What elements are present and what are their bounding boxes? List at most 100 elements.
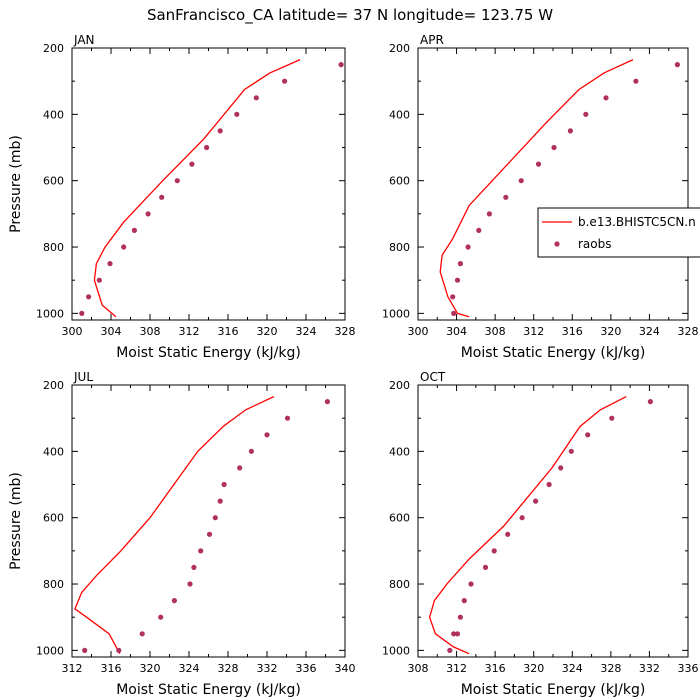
y-tick-label: 200 xyxy=(389,379,410,392)
raobs-point xyxy=(212,515,218,521)
series-line-model xyxy=(74,396,275,655)
raobs-point xyxy=(647,399,654,405)
y-tick-label: 200 xyxy=(43,379,64,392)
x-axis-title: Moist Static Energy (kJ/kg) xyxy=(461,682,646,698)
x-tick-label: 328 xyxy=(678,325,699,338)
panel-jul: JUL 312 316 320 324 328 332 336 340 200 400 600 800 1… xyxy=(8,370,356,698)
y-tick-label: 1000 xyxy=(36,307,64,320)
raobs-point xyxy=(505,531,511,537)
raobs-point xyxy=(491,548,497,554)
x-tick-label: 304 xyxy=(101,325,122,338)
raobs-point xyxy=(145,211,151,217)
x-tick-label: 304 xyxy=(446,325,467,338)
x-tick-label: 336 xyxy=(296,662,317,675)
x-tick-label: 332 xyxy=(257,662,278,675)
y-tick-label: 600 xyxy=(389,175,410,188)
legend-label-raobs: raobs xyxy=(578,237,612,251)
raobs-point xyxy=(486,211,492,217)
raobs-point xyxy=(116,647,122,654)
raobs-point xyxy=(206,531,213,537)
x-tick-label: 320 xyxy=(140,662,161,675)
raobs-point xyxy=(503,194,509,200)
plot-frame xyxy=(71,47,346,321)
raobs-point xyxy=(131,227,137,233)
raobs-point xyxy=(451,631,457,637)
raobs-point xyxy=(583,111,589,117)
legend: b.e13.BHISTC5CN.n raobs xyxy=(537,207,700,258)
raobs-point xyxy=(546,481,552,488)
raobs-point xyxy=(237,465,243,471)
x-tick-label: 320 xyxy=(257,325,278,338)
raobs-point xyxy=(551,144,557,151)
y-tick-label: 400 xyxy=(389,108,410,121)
y-tick-label: 1000 xyxy=(382,644,410,657)
raobs-point xyxy=(535,161,542,167)
legend-box xyxy=(537,207,700,258)
raobs-point xyxy=(465,244,471,250)
raobs-point xyxy=(476,227,482,233)
panel-apr: APR 300 304 308 312 316 320 324 328 200 400 600 800 1… xyxy=(382,33,699,361)
y-tick-label: 200 xyxy=(43,42,64,55)
raobs-point xyxy=(217,128,223,134)
raobs-point xyxy=(284,415,291,421)
x-tick-label: 328 xyxy=(218,662,239,675)
panel-label: APR xyxy=(420,33,444,47)
raobs-point xyxy=(519,515,525,521)
y-axis-title: Pressure (mb) xyxy=(8,472,24,570)
x-tick-label: 324 xyxy=(639,325,660,338)
raobs-point xyxy=(198,548,204,554)
x-tick-label: 324 xyxy=(296,325,317,338)
raobs-point xyxy=(82,647,88,654)
raobs-point xyxy=(450,294,456,300)
raobs-point xyxy=(324,399,330,405)
x-tick-label: 312 xyxy=(179,325,200,338)
raobs-point xyxy=(79,310,85,316)
x-tick-label: 324 xyxy=(562,662,583,675)
raobs-point xyxy=(482,564,489,571)
raobs-point xyxy=(264,432,270,438)
raobs-point xyxy=(609,415,615,421)
x-axis-title: Moist Static Energy (kJ/kg) xyxy=(116,682,301,698)
y-tick-label: 400 xyxy=(43,108,64,121)
x-tick-label: 328 xyxy=(600,662,621,675)
y-tick-label: 1000 xyxy=(382,307,410,320)
panel-oct: OCT 308 312 316 320 324 328 332 336 200 400 600 800 1… xyxy=(382,370,699,698)
x-tick-label: 308 xyxy=(140,325,161,338)
x-tick-label: 328 xyxy=(335,325,356,338)
raobs-point xyxy=(282,78,288,84)
raobs-point xyxy=(633,78,639,84)
raobs-point xyxy=(86,294,92,300)
x-tick-label: 316 xyxy=(101,662,122,675)
y-axis-title: Pressure (mb) xyxy=(8,135,24,233)
y-tick-label: 600 xyxy=(43,512,64,525)
raobs-point xyxy=(603,95,609,101)
x-tick-label: 324 xyxy=(179,662,200,675)
x-tick-label: 312 xyxy=(62,662,83,675)
panel-label: JAN xyxy=(73,33,95,47)
x-tick-label: 320 xyxy=(523,662,544,675)
raobs-point xyxy=(338,62,344,68)
raobs-point xyxy=(533,498,539,504)
raobs-point xyxy=(158,614,164,620)
x-tick-label: 320 xyxy=(600,325,621,338)
raobs-point xyxy=(585,432,591,438)
raobs-point xyxy=(457,261,463,267)
y-tick-label: 800 xyxy=(389,578,410,591)
x-tick-label: 316 xyxy=(562,325,583,338)
panels-group: JAN 300 304 308 312 316 320 324 328 200 400 600 800 1… xyxy=(8,33,699,698)
raobs-point xyxy=(568,448,574,454)
raobs-point xyxy=(191,564,197,571)
raobs-point xyxy=(567,128,574,134)
raobs-point xyxy=(674,62,681,68)
raobs-point xyxy=(461,598,467,604)
raobs-point xyxy=(96,277,102,283)
legend-marker-swatch xyxy=(554,241,560,247)
raobs-point xyxy=(447,647,453,654)
raobs-point xyxy=(171,598,177,604)
x-tick-label: 300 xyxy=(408,325,429,338)
x-tick-label: 308 xyxy=(408,662,429,675)
raobs-point xyxy=(159,194,165,200)
raobs-point xyxy=(248,448,254,454)
raobs-point xyxy=(454,631,461,637)
